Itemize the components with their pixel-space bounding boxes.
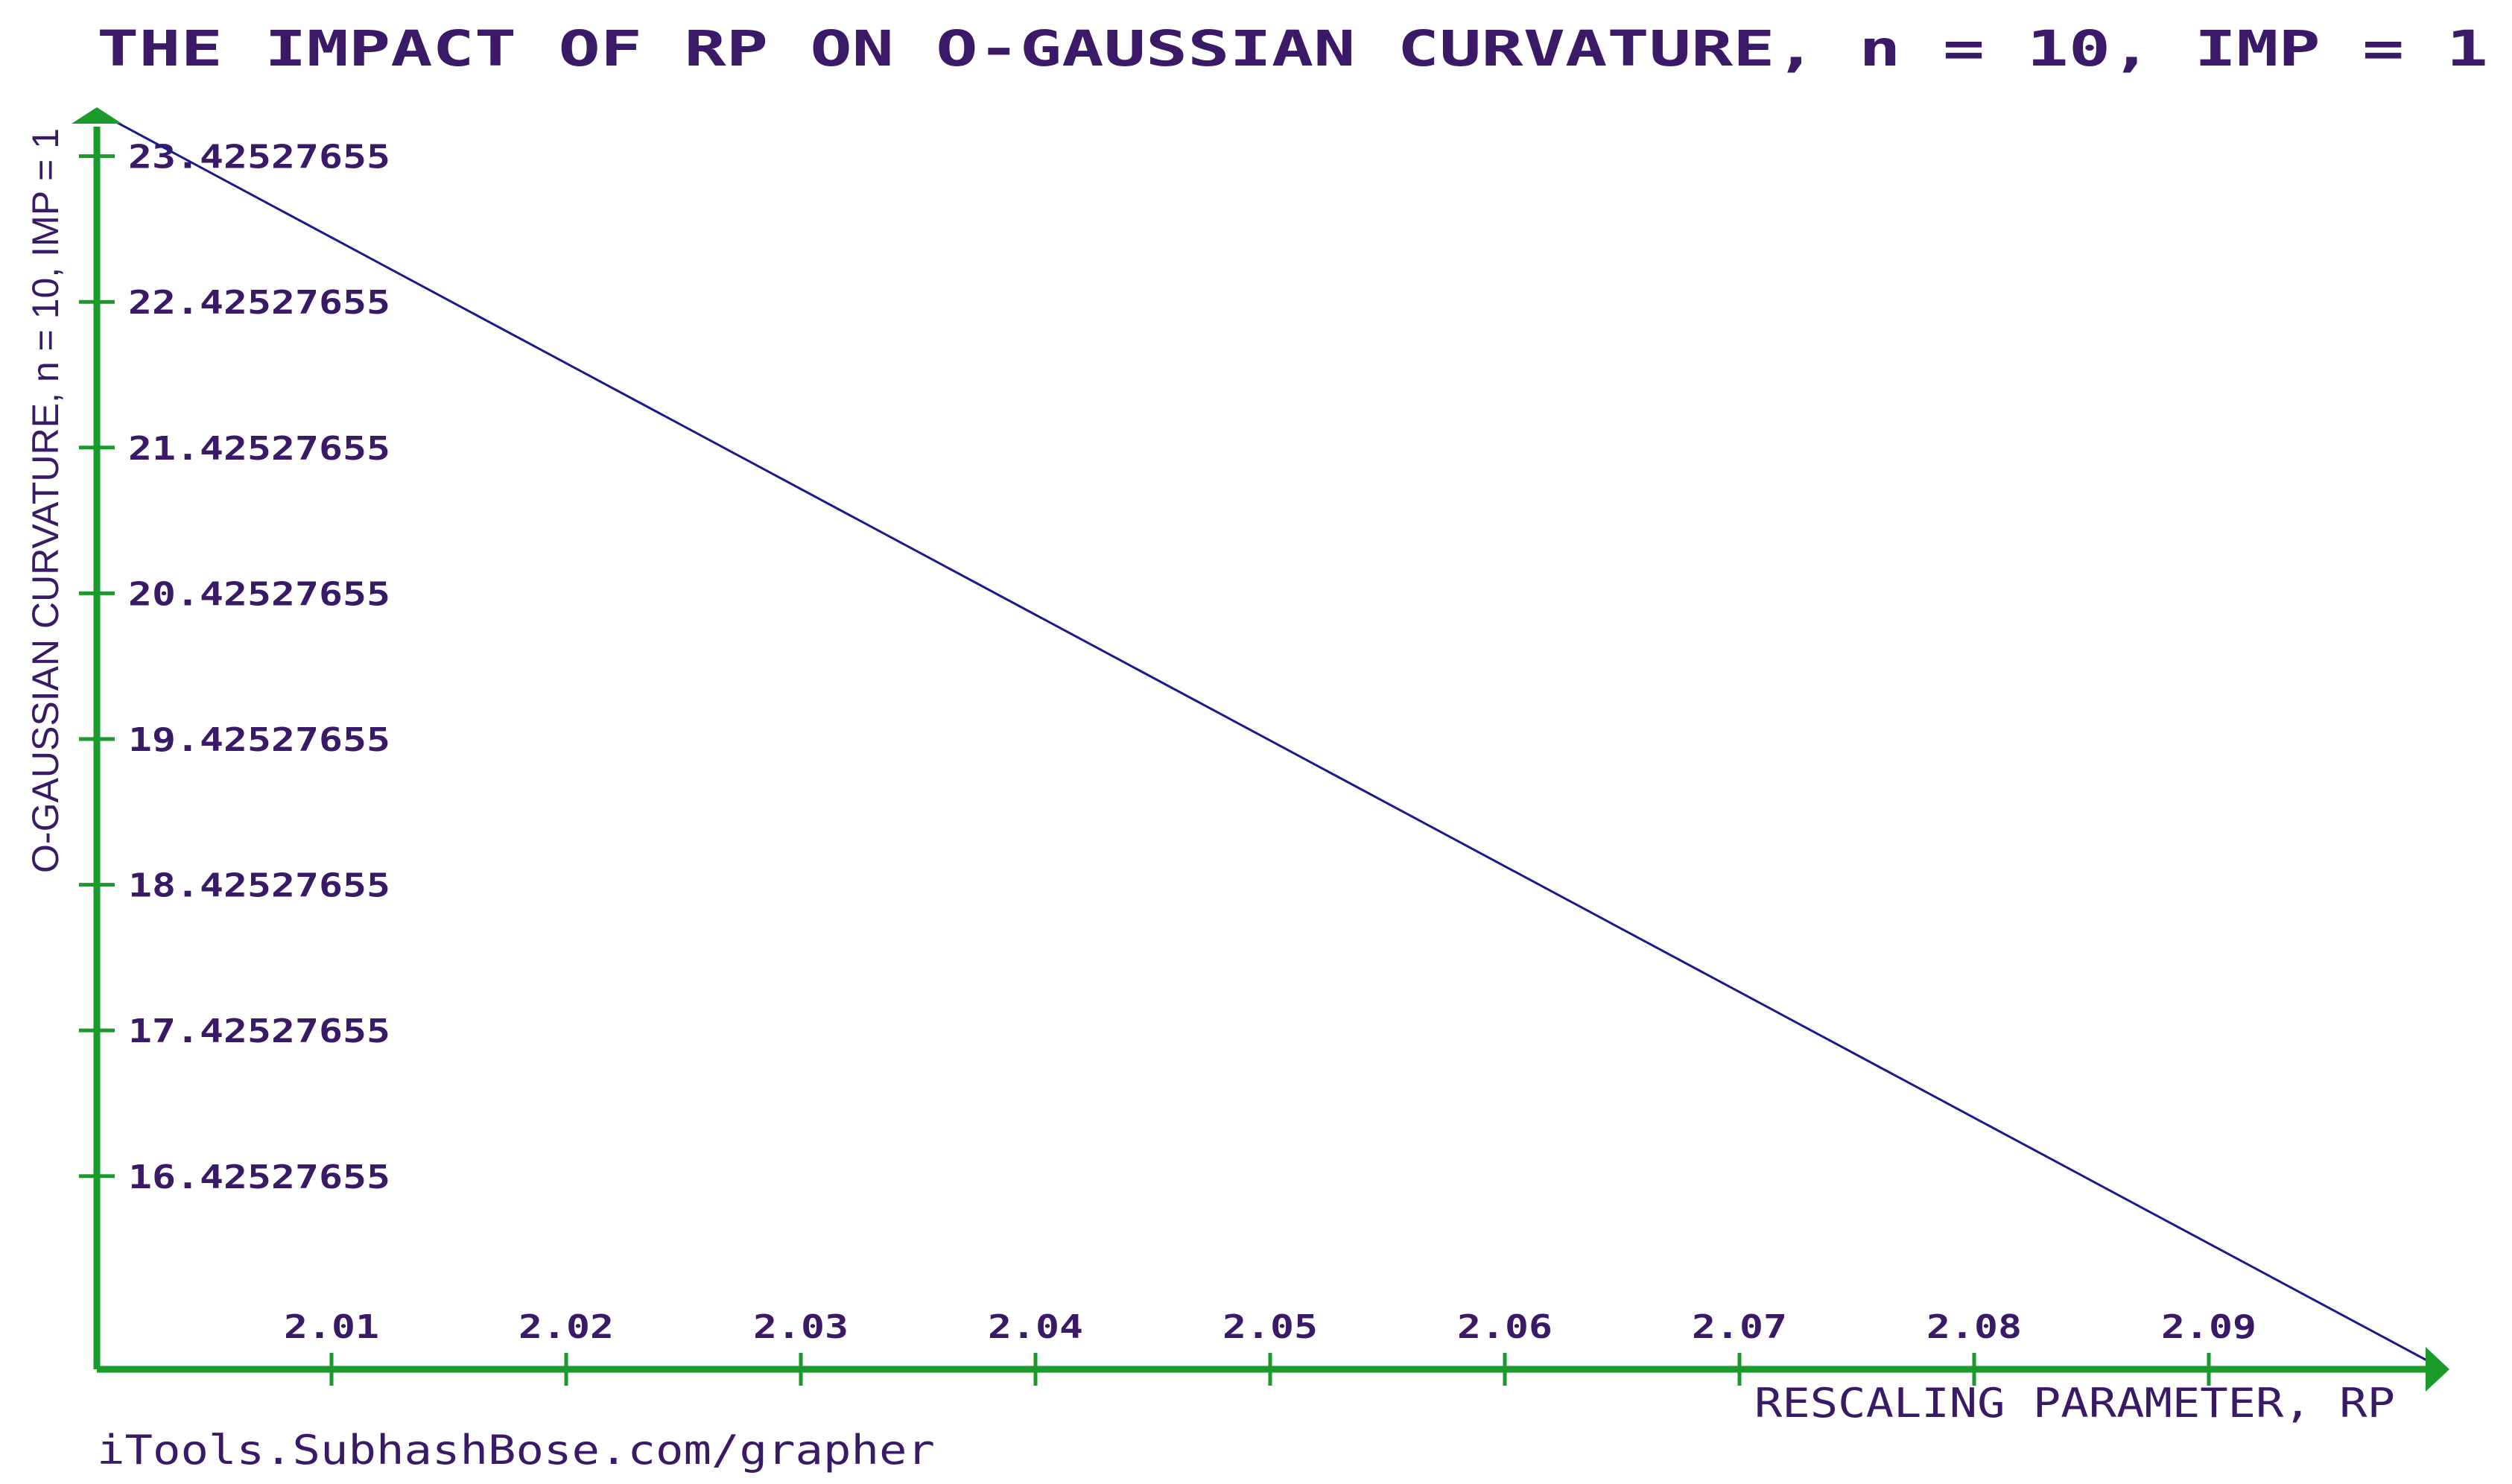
x-tick-label: 2.09: [2161, 1308, 2256, 1346]
y-axis-label: O-GAUSSIAN CURVATURE, n = 10, IMP = 1: [25, 128, 66, 873]
x-tick-label: 2.07: [1692, 1308, 1787, 1346]
y-tick-label: 22.42527655: [128, 284, 390, 322]
y-tick-label: 17.42527655: [128, 1012, 390, 1050]
y-tick-label: 21.42527655: [128, 430, 390, 468]
series-line: [96, 110, 2444, 1371]
y-axis-ticks: 23.42527655 22.42527655 21.42527655 20.4252…: [79, 139, 390, 1196]
plot-area: [96, 110, 2444, 1371]
y-tick-label: 18.42527655: [128, 867, 390, 905]
y-tick-label: 19.42527655: [128, 721, 390, 759]
x-tick-label: 2.04: [988, 1308, 1083, 1346]
y-tick-label: 20.42527655: [128, 575, 390, 613]
x-tick-label: 2.02: [518, 1308, 614, 1346]
y-tick-label: 16.42527655: [128, 1158, 390, 1196]
x-tick-label: 2.05: [1222, 1308, 1318, 1346]
footer-credit: iTools.SubhashBose.com/grapher: [97, 1427, 935, 1474]
x-axis-ticks: 2.01 2.02 2.03 2.04 2.05 2.06 2.07 2.08 2.09: [284, 1308, 2256, 1386]
y-axis-arrow: [72, 107, 122, 124]
x-axis-arrow: [2426, 1347, 2449, 1392]
x-tick-label: 2.01: [284, 1308, 379, 1346]
chart-title: THE IMPACT OF RP ON O-GAUSSIAN CURVATURE…: [97, 20, 2488, 77]
x-tick-label: 2.03: [753, 1308, 849, 1346]
x-axis-label: RESCALING PARAMETER, RP: [1754, 1380, 2395, 1427]
x-tick-label: 2.08: [1926, 1308, 2022, 1346]
y-tick-label: 23.42527655: [128, 139, 390, 177]
x-tick-label: 2.06: [1457, 1308, 1552, 1346]
